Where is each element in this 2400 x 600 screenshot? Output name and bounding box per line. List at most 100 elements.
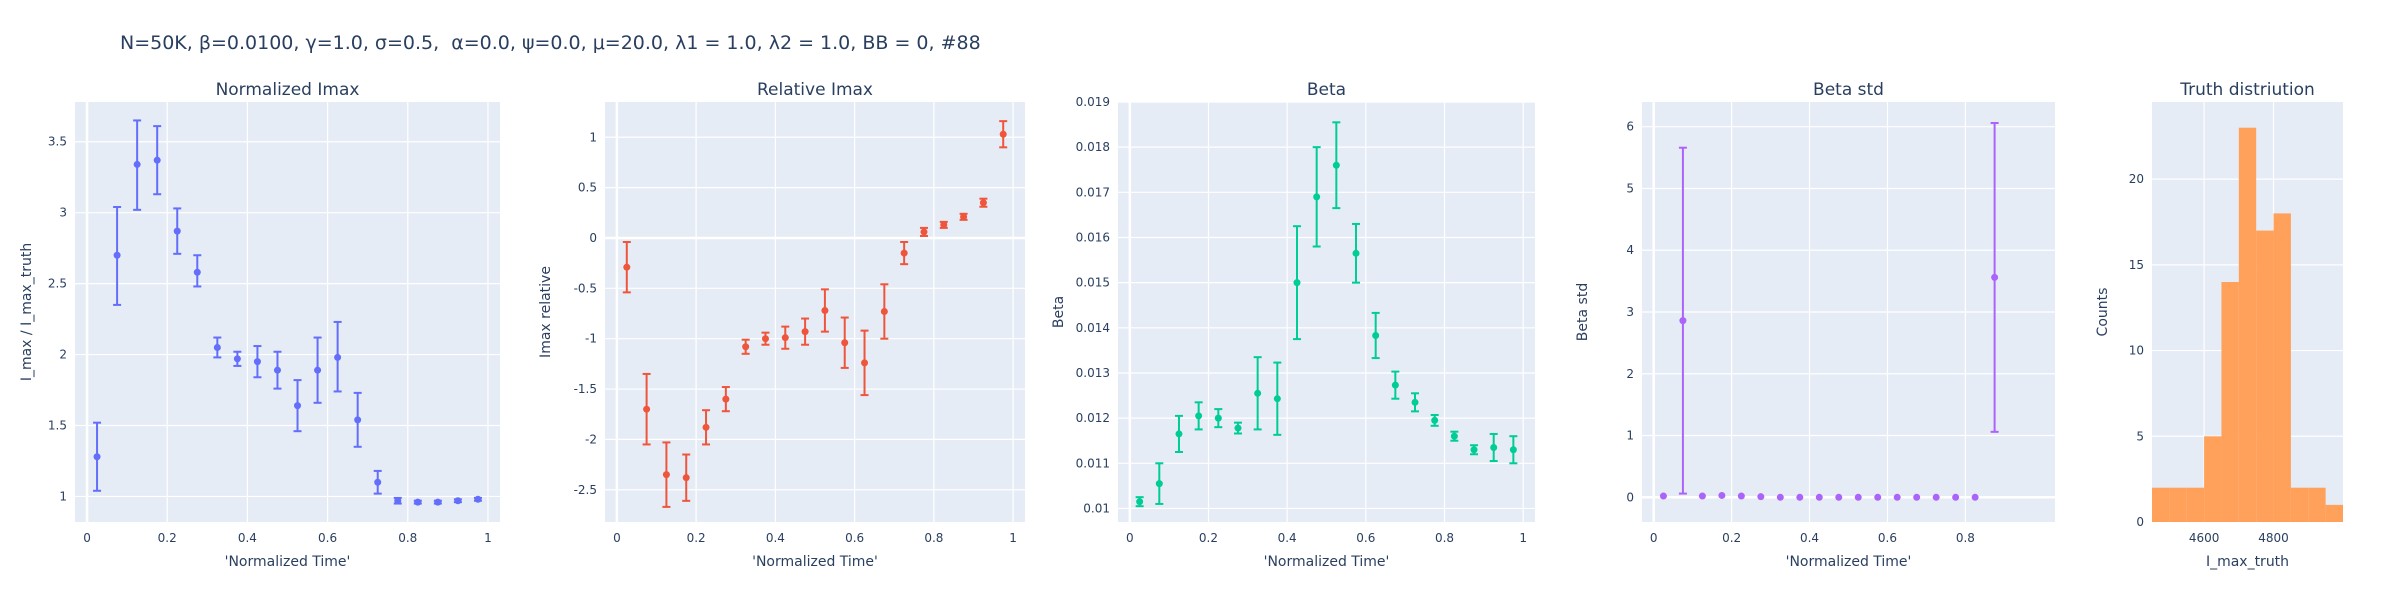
y-tick-label: 0.01 <box>1083 501 1110 515</box>
data-point <box>1757 493 1765 501</box>
data-point <box>1372 331 1380 339</box>
data-point <box>173 227 181 235</box>
x-tick-label: 0.6 <box>318 531 337 545</box>
data-point <box>801 328 809 336</box>
data-point <box>742 343 750 351</box>
data-point <box>1214 414 1222 422</box>
y-tick-label: 0.014 <box>1076 321 1110 335</box>
data-point <box>1195 412 1203 420</box>
data-point <box>1991 273 1999 281</box>
y-tick-label: 6 <box>1626 120 1634 134</box>
data-point <box>1796 493 1804 501</box>
data-point <box>1136 498 1144 506</box>
data-point <box>623 263 631 271</box>
x-tick-label: 1 <box>484 531 492 545</box>
data-point <box>374 478 382 486</box>
data-point <box>1776 493 1784 501</box>
chart-title: Beta <box>1307 80 1346 100</box>
x-axis-label: 'Normalized Time' <box>1786 554 1912 570</box>
y-tick-label: 0.019 <box>1076 95 1110 109</box>
data-point <box>474 495 482 503</box>
data-point <box>722 395 730 403</box>
data-point <box>1431 416 1439 424</box>
data-point <box>1718 491 1726 499</box>
y-tick-label: 3 <box>1626 305 1634 319</box>
histogram-bar <box>2186 487 2205 522</box>
chart-panel-3 <box>1118 101 1535 522</box>
x-tick-label: 0.8 <box>398 531 417 545</box>
data-point <box>133 160 141 168</box>
histogram-bar <box>2290 487 2309 522</box>
data-point <box>960 213 968 221</box>
data-point <box>940 221 948 229</box>
x-tick-label: 0.8 <box>1435 531 1454 545</box>
data-point <box>314 366 322 374</box>
x-tick-label: 4600 <box>2189 531 2220 545</box>
data-point <box>861 359 869 367</box>
y-tick-label: 0.018 <box>1076 140 1110 154</box>
data-point <box>253 358 261 366</box>
x-tick-label: 0 <box>83 531 91 545</box>
x-tick-label: 0.6 <box>1878 531 1897 545</box>
x-tick-label: 0 <box>1650 531 1658 545</box>
chart-panel-5 <box>2152 102 2343 523</box>
y-tick-label: 0 <box>2136 515 2144 529</box>
data-point <box>414 498 422 506</box>
x-tick-label: 0.8 <box>924 531 943 545</box>
y-tick-label: 0 <box>1626 490 1634 504</box>
y-tick-label: 0.016 <box>1076 230 1110 244</box>
data-point <box>1698 492 1706 500</box>
data-point <box>643 405 651 413</box>
x-tick-label: 0.8 <box>1956 531 1975 545</box>
data-point <box>1737 492 1745 500</box>
data-point <box>1273 395 1281 403</box>
x-axis-label: I_max_truth <box>2206 554 2289 570</box>
plot-area <box>75 102 500 522</box>
y-tick-label: 3.5 <box>48 135 67 149</box>
chart-panel-4 <box>1642 102 2055 522</box>
data-point <box>394 497 402 505</box>
data-point <box>1391 381 1399 389</box>
data-point <box>702 423 710 431</box>
y-tick-label: 0.013 <box>1076 366 1110 380</box>
data-point <box>841 339 849 347</box>
data-point <box>1254 389 1262 397</box>
data-point <box>113 251 121 259</box>
data-point <box>761 335 769 343</box>
y-tick-label: 0.5 <box>578 181 597 195</box>
y-tick-label: 20 <box>2129 172 2144 186</box>
data-point <box>1893 493 1901 501</box>
data-point <box>682 474 690 482</box>
data-point <box>354 416 362 424</box>
y-tick-label: 4 <box>1626 243 1634 257</box>
histogram-bar <box>2152 487 2170 522</box>
x-tick-label: 4800 <box>2258 531 2289 545</box>
data-point <box>1835 493 1843 501</box>
chart-title: Beta std <box>1813 80 1884 100</box>
data-point <box>93 453 101 461</box>
x-tick-label: 0 <box>613 531 621 545</box>
x-axis-label: 'Normalized Time' <box>752 554 878 570</box>
y-tick-label: 10 <box>2129 344 2144 358</box>
x-tick-label: 1 <box>1009 531 1017 545</box>
data-point <box>880 307 888 315</box>
x-tick-label: 0 <box>1126 531 1134 545</box>
histogram-bar <box>2221 282 2239 522</box>
data-point <box>1815 493 1823 501</box>
y-tick-label: 15 <box>2129 258 2144 272</box>
data-point <box>1854 493 1862 501</box>
data-point <box>781 334 789 342</box>
y-tick-label: 0.017 <box>1076 185 1110 199</box>
data-point <box>1332 161 1340 169</box>
plot-area <box>605 102 1025 522</box>
data-point <box>334 353 342 361</box>
chart-panel-2 <box>605 102 1025 522</box>
data-point <box>662 471 670 479</box>
data-point <box>1509 446 1517 454</box>
histogram-bar <box>2325 504 2343 522</box>
data-point <box>1913 493 1921 501</box>
y-tick-label: 0.015 <box>1076 276 1110 290</box>
histogram-bar <box>2169 487 2187 522</box>
chart-title: Relative Imax <box>757 80 873 100</box>
histogram-bar <box>2238 127 2257 522</box>
